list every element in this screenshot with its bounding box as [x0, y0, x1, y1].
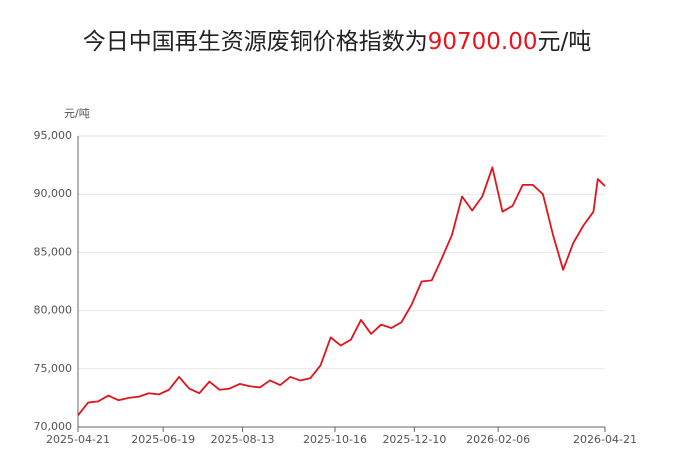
price-line — [77, 166, 606, 416]
y-tick-label: 75,000 — [34, 362, 73, 375]
y-tick-label: 70,000 — [34, 420, 73, 433]
y-tick-label: 80,000 — [34, 304, 73, 317]
chart-title: 今日中国再生资源废铜价格指数为90700.00元/吨 — [83, 29, 592, 55]
x-tick-label: 2025-12-10 — [382, 433, 446, 446]
x-tick-label: 2025-06-19 — [131, 433, 195, 446]
x-tick-label: 2026-02-06 — [466, 433, 530, 446]
y-axis-label: 元/吨 — [64, 107, 90, 120]
y-tick-label: 85,000 — [34, 245, 73, 258]
title-prefix: 今日中国再生资源废铜价格指数为 — [83, 29, 428, 55]
y-tick-label: 95,000 — [34, 129, 73, 142]
x-tick-label: 2025-04-21 — [46, 433, 110, 446]
x-tick-label: 2025-10-16 — [303, 433, 367, 446]
x-tick-label: 2025-08-13 — [211, 433, 275, 446]
x-tick-label: 2026-04-21 — [573, 433, 637, 446]
title-suffix: 元/吨 — [538, 29, 592, 55]
title-value: 90700.00 — [428, 29, 538, 55]
y-tick-label: 90,000 — [34, 187, 73, 200]
